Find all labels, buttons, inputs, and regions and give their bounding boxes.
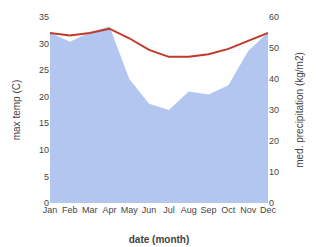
svg-text:5: 5 [44,172,49,182]
svg-text:0: 0 [44,198,49,208]
svg-text:Jan: Jan [43,205,58,215]
svg-text:Feb: Feb [62,205,78,215]
svg-text:Aug: Aug [181,205,197,215]
svg-text:Dec: Dec [260,205,277,215]
svg-text:20: 20 [39,92,49,102]
svg-text:30: 30 [269,105,279,115]
svg-text:Jul: Jul [163,205,175,215]
svg-text:15: 15 [39,118,49,128]
svg-text:30: 30 [39,39,49,49]
svg-text:Apr: Apr [102,205,116,215]
svg-text:35: 35 [39,12,49,22]
svg-text:May: May [121,205,139,215]
svg-text:40: 40 [269,74,279,84]
svg-text:Oct: Oct [221,205,236,215]
svg-text:10: 10 [269,167,279,177]
svg-text:0: 0 [269,198,274,208]
svg-text:60: 60 [269,12,279,22]
svg-text:10: 10 [39,145,49,155]
svg-text:Jun: Jun [142,205,157,215]
svg-text:50: 50 [269,43,279,53]
svg-text:Nov: Nov [240,205,257,215]
svg-text:20: 20 [269,136,279,146]
svg-text:Mar: Mar [82,205,98,215]
svg-text:max temp (C): max temp (C) [11,80,22,141]
svg-text:Sep: Sep [201,205,217,215]
svg-text:25: 25 [39,65,49,75]
svg-text:med. precipitation (kg/m2): med. precipitation (kg/m2) [294,52,305,168]
svg-text:date (month): date (month) [129,234,190,245]
